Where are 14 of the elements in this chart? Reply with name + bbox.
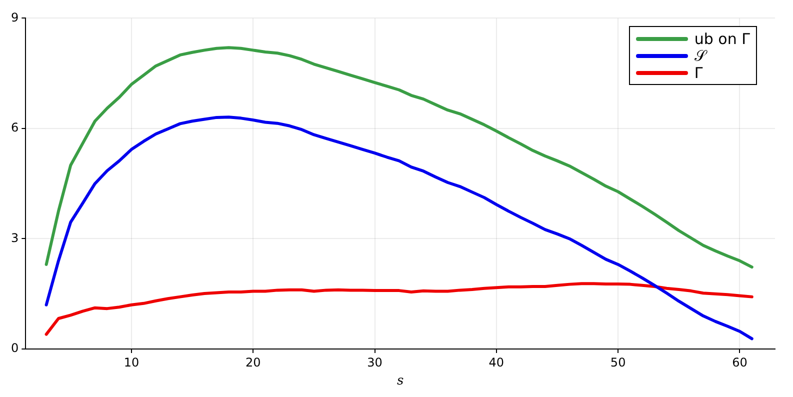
x-tick-label: 20 bbox=[245, 355, 261, 370]
x-tick-label: 40 bbox=[488, 355, 504, 370]
x-tick-label: 10 bbox=[124, 355, 140, 370]
y-tick-label: 0 bbox=[10, 341, 19, 356]
x-tick-label: 60 bbox=[732, 355, 748, 370]
y-tick-label: 9 bbox=[10, 10, 19, 24]
x-tick-label: 50 bbox=[610, 355, 626, 370]
legend-label: 𝒮 bbox=[694, 46, 706, 64]
x-tick-label: 30 bbox=[367, 355, 382, 370]
legend-label: Γ bbox=[694, 64, 703, 82]
y-tick-label: 3 bbox=[10, 230, 19, 245]
y-tick-label: 6 bbox=[10, 120, 19, 135]
x-axis-title: s bbox=[396, 374, 404, 389]
legend-label: ub on Γ bbox=[694, 30, 750, 48]
